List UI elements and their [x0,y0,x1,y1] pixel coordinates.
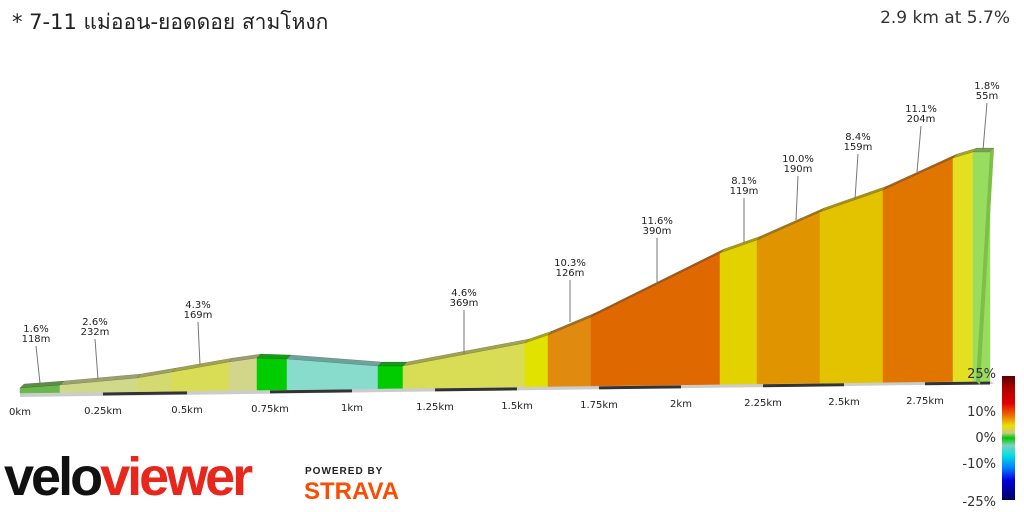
profile-right-side [976,148,994,385]
annotation-grade: 8.4% [845,132,870,143]
x-tick-label: 0.25km [84,406,122,417]
veloviewer-logo: veloviewer [4,447,253,507]
profile-segment [719,239,758,385]
x-tick-label: 0.5km [171,405,202,416]
annotation-grade: 1.8% [974,81,999,92]
profile-segment [547,316,592,387]
profile-segment-shade [548,313,595,335]
profile-segment-shade [60,374,141,385]
distance-band [762,383,845,388]
annotation-length: 118m [22,334,51,345]
annotation-pointer [94,338,99,380]
profile-segment-shade [820,186,887,212]
annotation-grade: 8.1% [731,176,756,187]
profile-segment-shade [883,154,957,190]
profile-segment [590,252,721,387]
scale-label: -10% [962,457,996,472]
annotation-pointer [916,125,922,173]
profile-segment-shade [403,339,529,366]
annotation-length: 390m [643,226,672,237]
distance-band [434,387,518,392]
profile-segment-shade [172,358,233,372]
annotation-grade: 11.1% [905,104,937,115]
annotation-length: 232m [81,327,110,338]
scale-label: 0% [975,431,996,446]
scale-label: 10% [967,405,996,420]
annotation-length: 119m [730,186,759,197]
profile-segment-shade [525,331,552,343]
annotation-length: 190m [784,164,813,175]
annotation-length: 55m [976,91,998,102]
profile-segment-shade [20,381,64,388]
profile-segment [524,334,549,388]
annotation-pointer [854,153,859,200]
x-tick-label: 2.75km [906,396,944,407]
profile-segment-shade [757,208,824,240]
annotation-grade: 2.6% [82,317,107,328]
x-tick-label: 2.5km [828,397,859,408]
profile-segment [228,357,258,391]
profile-segment [882,157,954,383]
profile-segment-shade [229,354,261,362]
gradient-color-scale [1002,376,1015,500]
x-tick-label: 1km [341,403,363,414]
profile-segment-shade [257,354,291,359]
profile-segment [256,357,288,391]
distance-band [598,385,682,390]
annotation-grade: 4.6% [451,288,476,299]
segment-summary: 2.9 km at 5.7% [880,8,1010,28]
profile-segment-shade [137,368,176,378]
annotation-pointer [982,102,988,151]
x-tick-label: 2.25km [744,398,782,409]
annotation-grade: 4.3% [185,300,210,311]
annotation-pointer [795,175,799,221]
strava-logo: STRAVA [304,478,400,505]
annotation-grade: 10.3% [554,258,586,269]
distance-band [924,381,991,386]
profile-segment-shade [287,355,382,366]
annotation-length: 126m [556,268,585,279]
segment-title: * 7-11 แม่ออน-ยอดดอย สามโหงก [12,10,329,34]
scale-label: 25% [967,367,996,382]
annotation-length: 204m [907,114,936,125]
annotation-length: 369m [450,298,479,309]
distance-band [269,389,353,394]
profile-segment [819,189,884,384]
x-tick-label: 1.25km [416,402,454,413]
annotation-pointer [35,345,41,384]
profile-segment-shade [720,236,761,253]
scale-label: -25% [962,495,996,510]
profile-segment-shade [378,362,407,366]
x-tick-label: 0.75km [251,404,289,415]
annotation-length: 159m [844,142,873,153]
annotation-grade: 1.6% [23,324,48,335]
x-tick-label: 0km [9,407,31,418]
profile-segment-shade [953,148,977,158]
annotation-length: 169m [184,310,213,321]
profile-segment [756,211,821,385]
x-tick-label: 1.5km [501,401,532,412]
annotation-grade: 11.6% [641,216,673,227]
x-tick-label: 1.75km [580,400,618,411]
profile-segment [377,365,404,389]
annotation-grade: 10.0% [782,154,814,165]
powered-by-label: POWERED BY [305,466,384,477]
distance-band [102,391,188,396]
x-tick-label: 2km [670,399,692,410]
annotation-pointer [197,321,201,366]
profile-segment [952,151,974,382]
